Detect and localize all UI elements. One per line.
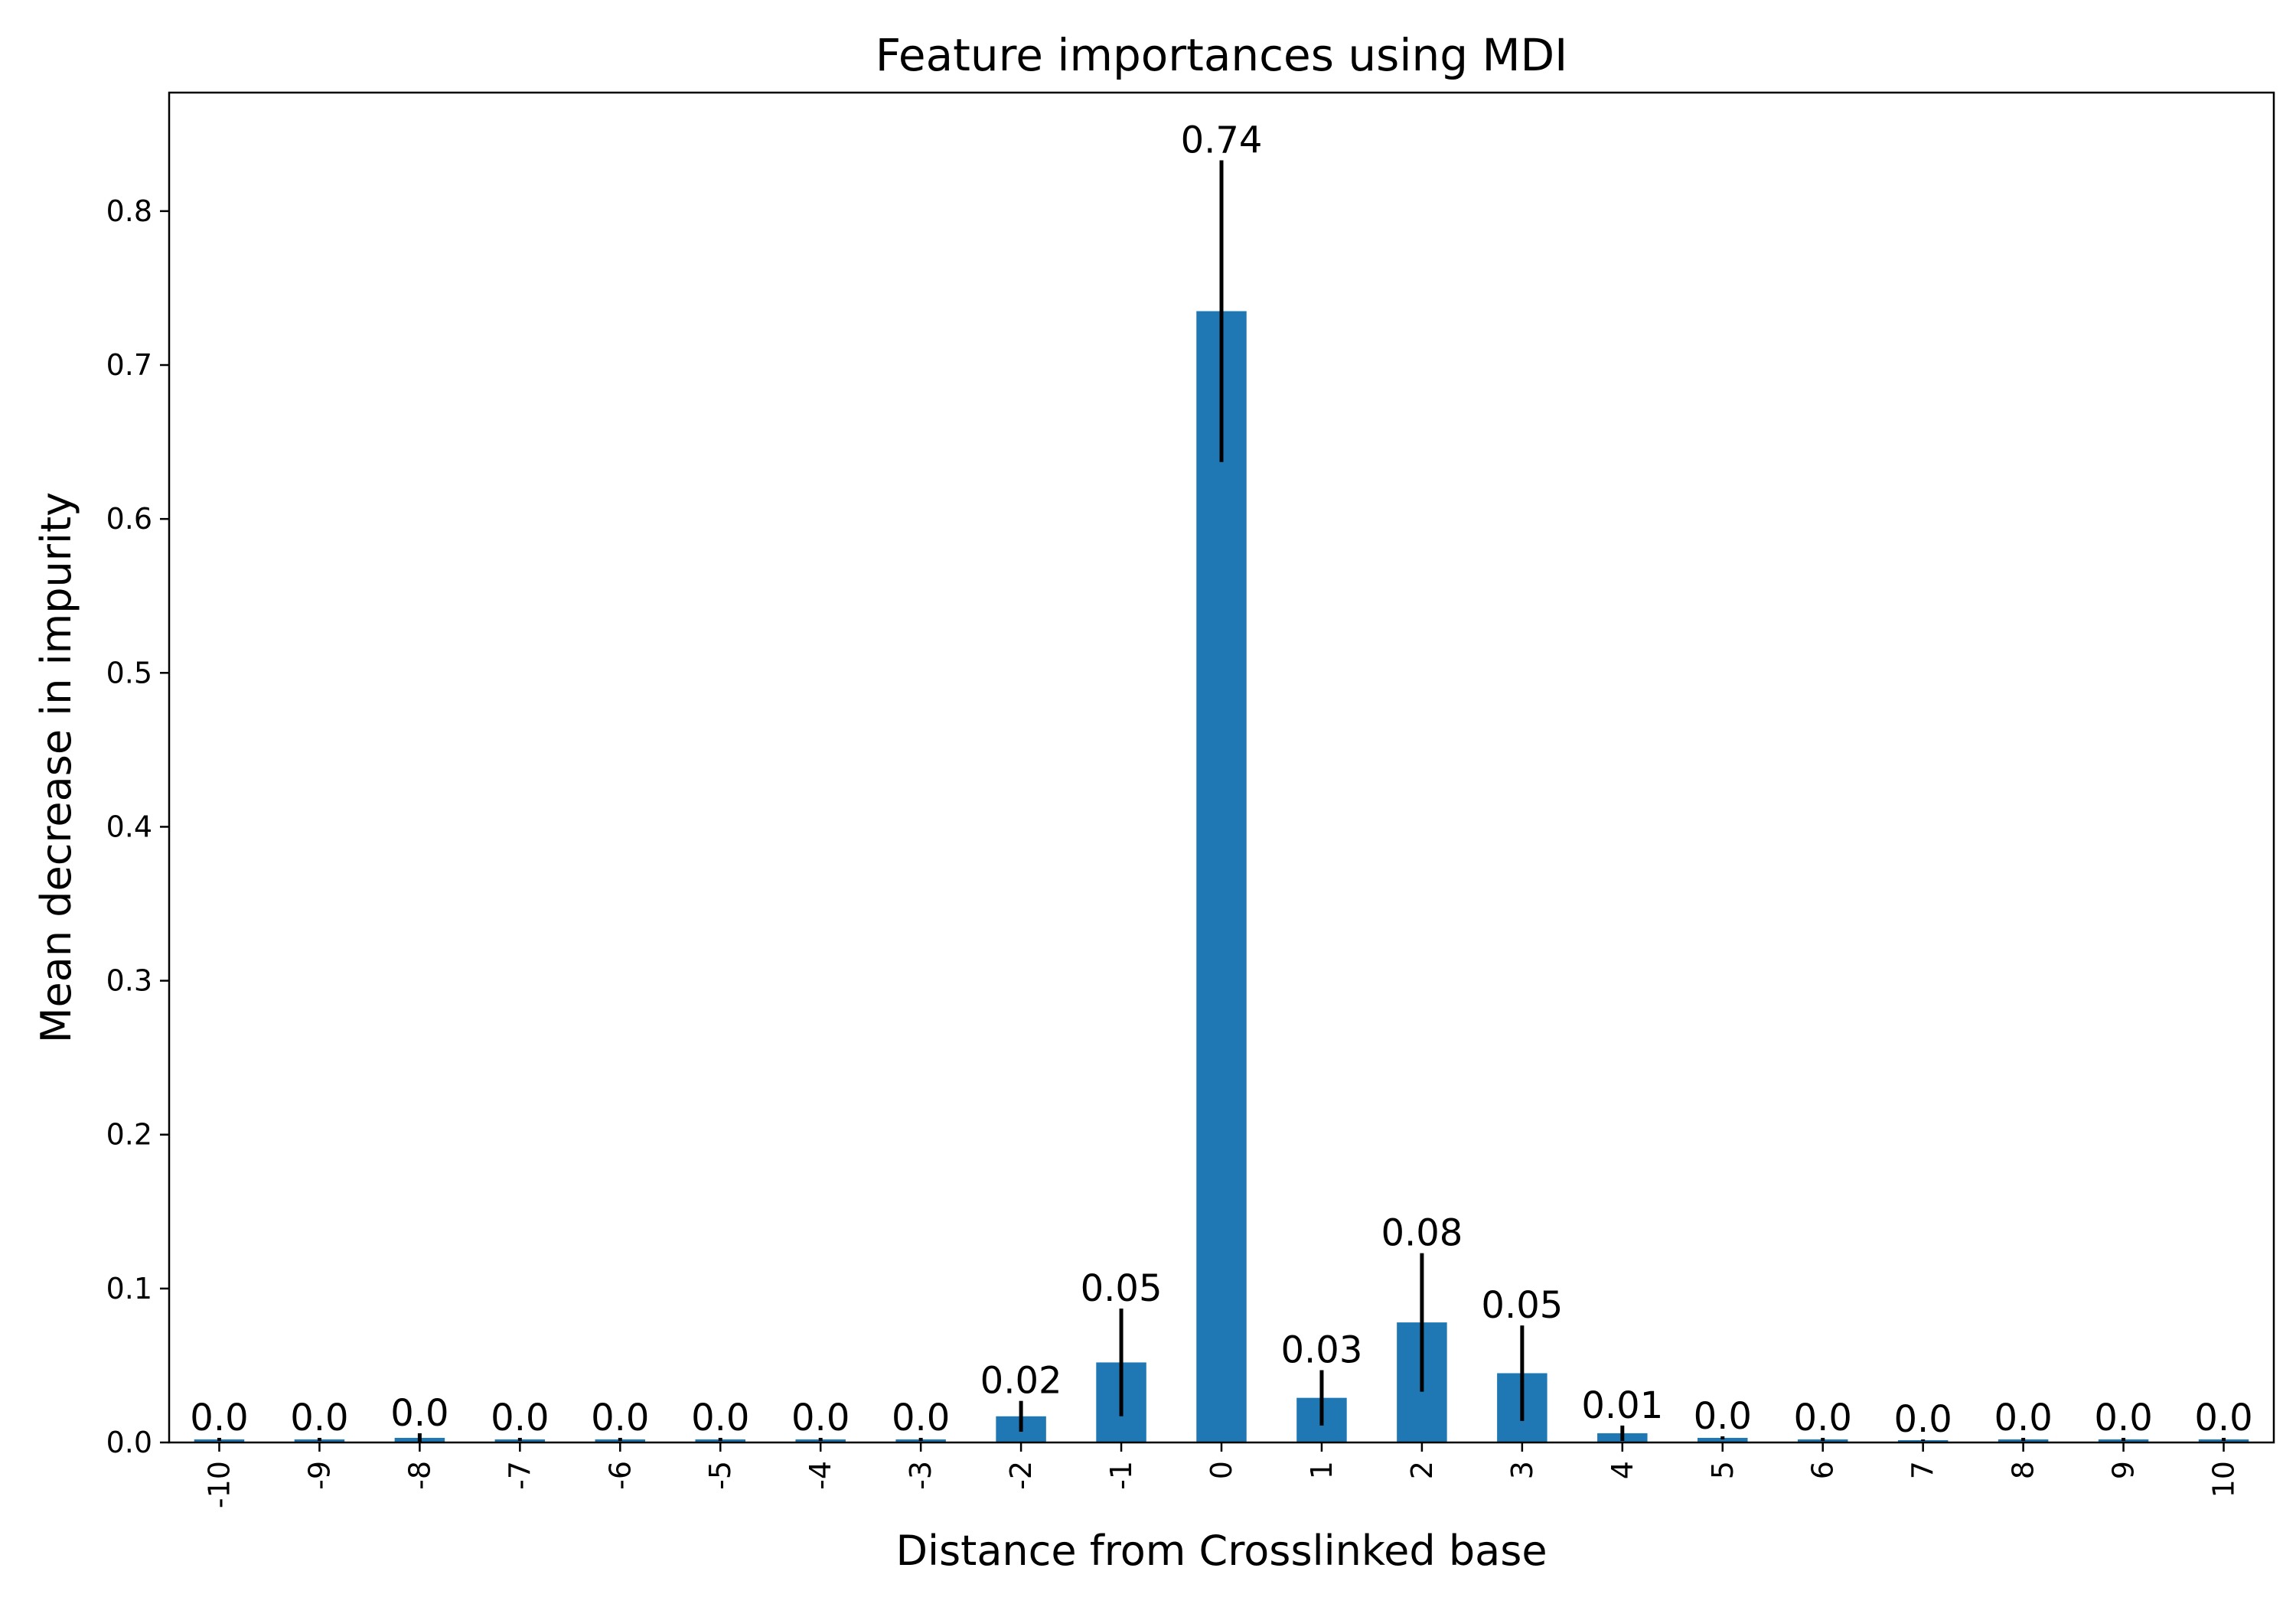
y-axis: 0.0 0.1 0.2 0.3 0.4 0.5 0.6 0.7 0.8	[106, 194, 169, 1459]
y-tick-label-0.8: 0.8	[106, 194, 152, 228]
x-tick-label--8: -8	[403, 1461, 436, 1490]
x-tick-label-2: 2	[1405, 1461, 1439, 1479]
error-bars-group	[217, 160, 2226, 1442]
y-tick-label-0.7: 0.7	[106, 348, 152, 382]
data-label-1: 0.03	[1281, 1328, 1363, 1371]
x-tick-label--10: -10	[202, 1461, 236, 1508]
x-tick-label-1: 1	[1305, 1461, 1339, 1479]
plot-frame	[168, 91, 2275, 1444]
data-label-5: 0.0	[1694, 1395, 1752, 1438]
x-tick-label--2: -2	[1004, 1461, 1038, 1490]
bar-5	[1698, 1437, 1748, 1442]
data-label-0: 0.74	[1181, 119, 1263, 162]
y-axis-label: Mean decrease in impurity	[32, 492, 80, 1043]
y-tick-label-0.2: 0.2	[106, 1118, 152, 1152]
x-tick-label-3: 3	[1505, 1461, 1539, 1479]
data-label--3: 0.0	[892, 1397, 950, 1439]
x-tick-label-6: 6	[1806, 1461, 1840, 1479]
x-tick-label--9: -9	[302, 1461, 336, 1490]
x-tick-label--5: -5	[703, 1461, 737, 1490]
y-tick-label-0.4: 0.4	[106, 810, 152, 843]
x-tick-label--4: -4	[804, 1461, 837, 1490]
x-axis-label: Distance from Crosslinked base	[895, 1527, 1547, 1575]
x-tick-label-7: 7	[1906, 1461, 1940, 1479]
x-tick-label-10: 10	[2207, 1461, 2241, 1498]
y-tick-label-0.6: 0.6	[106, 502, 152, 536]
x-axis: -10 -9 -8 -7 -6 -5 -4 -3 -2 -1 0 1 2 3 4 5 6 7 8 9 10	[202, 1442, 2241, 1508]
data-labels-group: 0.0 0.0 0.0 0.0 0.0 0.0 0.0 0.0 0.02 0.05 0.74 0.03…	[190, 119, 2252, 1441]
data-label--2: 0.02	[980, 1360, 1062, 1403]
x-tick-label--3: -3	[904, 1461, 938, 1490]
data-label--6: 0.0	[591, 1397, 649, 1439]
x-tick-label-0: 0	[1205, 1461, 1238, 1479]
y-tick-label-0.0: 0.0	[106, 1426, 152, 1459]
x-tick-label-5: 5	[1706, 1461, 1740, 1479]
y-tick-label-0.1: 0.1	[106, 1272, 152, 1305]
x-tick-label--7: -7	[503, 1461, 536, 1490]
data-label--10: 0.0	[190, 1397, 248, 1439]
chart-title: Feature importances using MDI	[876, 29, 1568, 81]
data-label-2: 0.08	[1381, 1212, 1463, 1255]
data-label--9: 0.0	[290, 1397, 348, 1439]
bar-7	[1897, 1439, 1949, 1442]
y-tick-label-0.3: 0.3	[106, 964, 152, 998]
bar-0	[1196, 311, 1247, 1443]
data-label--4: 0.0	[791, 1397, 850, 1439]
data-label-6: 0.0	[1794, 1397, 1852, 1439]
data-label-8: 0.0	[1994, 1397, 2052, 1439]
data-label--1: 0.05	[1081, 1267, 1163, 1310]
data-label-10: 0.0	[2194, 1397, 2252, 1439]
data-label-3: 0.05	[1481, 1284, 1563, 1327]
x-tick-label-8: 8	[2007, 1461, 2040, 1479]
x-tick-label--6: -6	[603, 1461, 637, 1490]
data-label--7: 0.0	[491, 1397, 549, 1439]
data-label-4: 0.01	[1581, 1384, 1663, 1427]
x-tick-label-4: 4	[1606, 1461, 1639, 1479]
x-tick-label-9: 9	[2107, 1461, 2141, 1479]
data-label--5: 0.0	[691, 1397, 749, 1439]
data-label-7: 0.0	[1893, 1398, 1952, 1441]
data-label-9: 0.0	[2094, 1397, 2152, 1439]
x-tick-label--1: -1	[1104, 1461, 1138, 1490]
y-tick-label-0.5: 0.5	[106, 656, 152, 689]
data-label--8: 0.0	[390, 1392, 448, 1435]
bars-group	[194, 311, 2249, 1443]
